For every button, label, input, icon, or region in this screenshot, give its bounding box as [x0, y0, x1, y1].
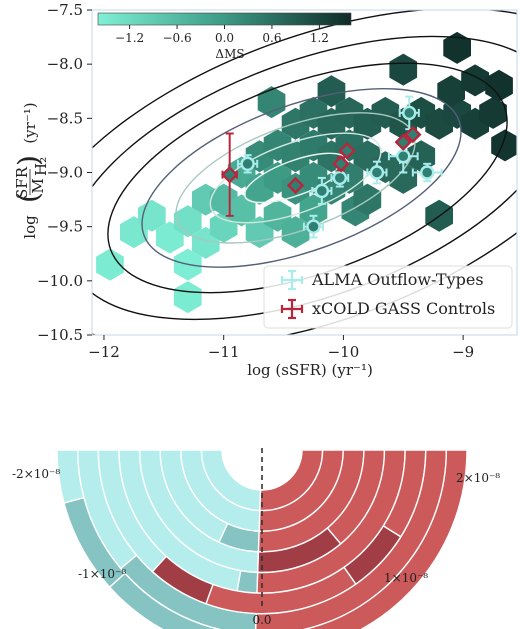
y-tick-label: −10.0 — [37, 272, 83, 290]
xcold-marker — [286, 176, 305, 195]
alma-point — [302, 214, 325, 239]
hexbin — [227, 194, 256, 227]
hexbin — [437, 75, 465, 108]
xcold-point — [332, 155, 350, 173]
density-contour — [243, 152, 348, 204]
polar-tick-label-plus1: 1×10⁻⁸ — [384, 571, 428, 585]
colorbar-label: ΔMS — [215, 47, 244, 61]
colorbar-tick-label: 0.6 — [262, 31, 281, 45]
hexbin — [485, 69, 513, 102]
legend-marker-xcold — [280, 298, 304, 320]
y-tick-label: −7.5 — [47, 1, 83, 19]
hexbin — [96, 248, 124, 281]
density-contour — [141, 87, 462, 268]
y-axis-label-log: log — [21, 215, 39, 239]
legend-box — [263, 265, 513, 329]
x-axis-ticks: −12 −11 −10 −9 — [88, 335, 474, 361]
alma-marker — [369, 165, 385, 180]
x-tick-label: −12 — [88, 343, 120, 361]
alma-marker — [306, 219, 321, 234]
colorbar-tick-label: −0.6 — [162, 31, 191, 45]
y-tick-label: −10.5 — [37, 326, 83, 344]
y-axis-label: log ( SFR M H₂ ) (yr⁻¹) — [12, 102, 50, 238]
xcold-marker — [404, 125, 422, 144]
xcold-point — [286, 176, 305, 195]
alma-point — [237, 154, 259, 174]
y-tick-label: −8.5 — [47, 109, 83, 127]
legend-label-alma: ALMA Outflow-Types — [311, 270, 484, 289]
polar-bin — [302, 449, 468, 629]
alma-point — [330, 168, 350, 188]
alma-marker — [240, 156, 255, 172]
hexbin — [173, 205, 202, 238]
colorbar-gradient — [97, 12, 352, 26]
y-tick-label: −9.5 — [47, 218, 83, 236]
y-tick-label: −9.0 — [47, 164, 83, 182]
alma-marker — [420, 165, 435, 180]
polar-tick-label-plus2: 2×10⁻⁸ — [456, 471, 500, 485]
x-axis-label: log (sSFR) (yr⁻¹) — [247, 361, 373, 379]
xcold-marker — [338, 142, 356, 160]
hexbin — [173, 281, 202, 314]
y-axis-label-paren-open: ( — [12, 192, 45, 203]
xcold-point — [338, 142, 356, 160]
hexbin — [389, 53, 418, 86]
xcold-marker — [394, 133, 412, 151]
alma-point — [366, 160, 388, 185]
xcold-point — [220, 132, 239, 217]
y-axis-ticks: −10.5 −10.0 −9.5 −9.0 −8.5 −8.0 −7.5 — [37, 1, 92, 344]
hexbin — [257, 86, 286, 119]
polar-tick-label-minus1: -1×10⁻⁸ — [78, 567, 126, 581]
y-axis-label-denominator-sub: H₂ — [32, 157, 50, 176]
alma-point — [411, 162, 443, 183]
polar-bin — [236, 569, 259, 594]
y-axis-label-numerator: SFR — [13, 166, 31, 199]
hexbin — [299, 194, 328, 227]
hexbin — [389, 161, 418, 194]
colorbar-tick-label: −1.2 — [115, 31, 144, 45]
alma-point — [398, 95, 420, 131]
hexbin — [461, 64, 489, 97]
colorbar-tick-label: 0.0 — [215, 31, 234, 45]
hexbin — [479, 96, 507, 129]
legend-marker-alma — [280, 269, 304, 291]
alma-marker — [332, 170, 348, 186]
polar-tick-label-zero: 0.0 — [252, 613, 271, 627]
colorbar: −1.2 −0.6 0.0 0.6 1.2 ΔMS — [97, 12, 352, 61]
xcold-point — [404, 125, 422, 144]
alma-marker — [396, 149, 411, 164]
y-axis-label-paren-close: ) — [12, 155, 45, 166]
alma-marker — [402, 105, 417, 121]
scatter-plot: −12 −11 −10 −9 −10.5 −10.0 −9.5 −9.0 −8.5 −8.0 −7… — [12, 1, 518, 379]
legend: ALMA Outflow-Types xCOLD GASS Controls — [263, 265, 513, 329]
polar-histogram: -2×10⁻⁸ -1×10⁻⁸ 0.0 1×10⁻⁸ 2×10⁻⁸ — [12, 448, 500, 629]
polar-tick-label-minus2: -2×10⁻⁸ — [12, 467, 60, 481]
colorbar-ticks: −1.2 −0.6 0.0 0.6 1.2 — [115, 25, 329, 45]
legend-label-xcold: xCOLD GASS Controls — [312, 299, 495, 318]
y-tick-label: −8.0 — [47, 55, 83, 73]
xcold-marker — [220, 165, 239, 184]
xcold-marker — [332, 155, 350, 173]
density-contour — [209, 132, 382, 224]
y-axis-label-unit: (yr⁻¹) — [21, 102, 39, 143]
x-tick-label: −10 — [328, 343, 360, 361]
x-tick-label: −11 — [208, 343, 240, 361]
xcold-point — [394, 133, 412, 151]
x-tick-label: −9 — [452, 343, 474, 361]
colorbar-tick-label: 1.2 — [310, 31, 329, 45]
hexbin — [353, 183, 382, 216]
y-axis-label-denominator: M — [29, 178, 47, 193]
alma-point — [311, 176, 333, 205]
polar-rings — [56, 449, 468, 629]
alma-marker — [314, 183, 330, 199]
hexbin — [317, 75, 346, 108]
data-points-layer — [220, 95, 443, 239]
hexbin — [443, 31, 471, 64]
